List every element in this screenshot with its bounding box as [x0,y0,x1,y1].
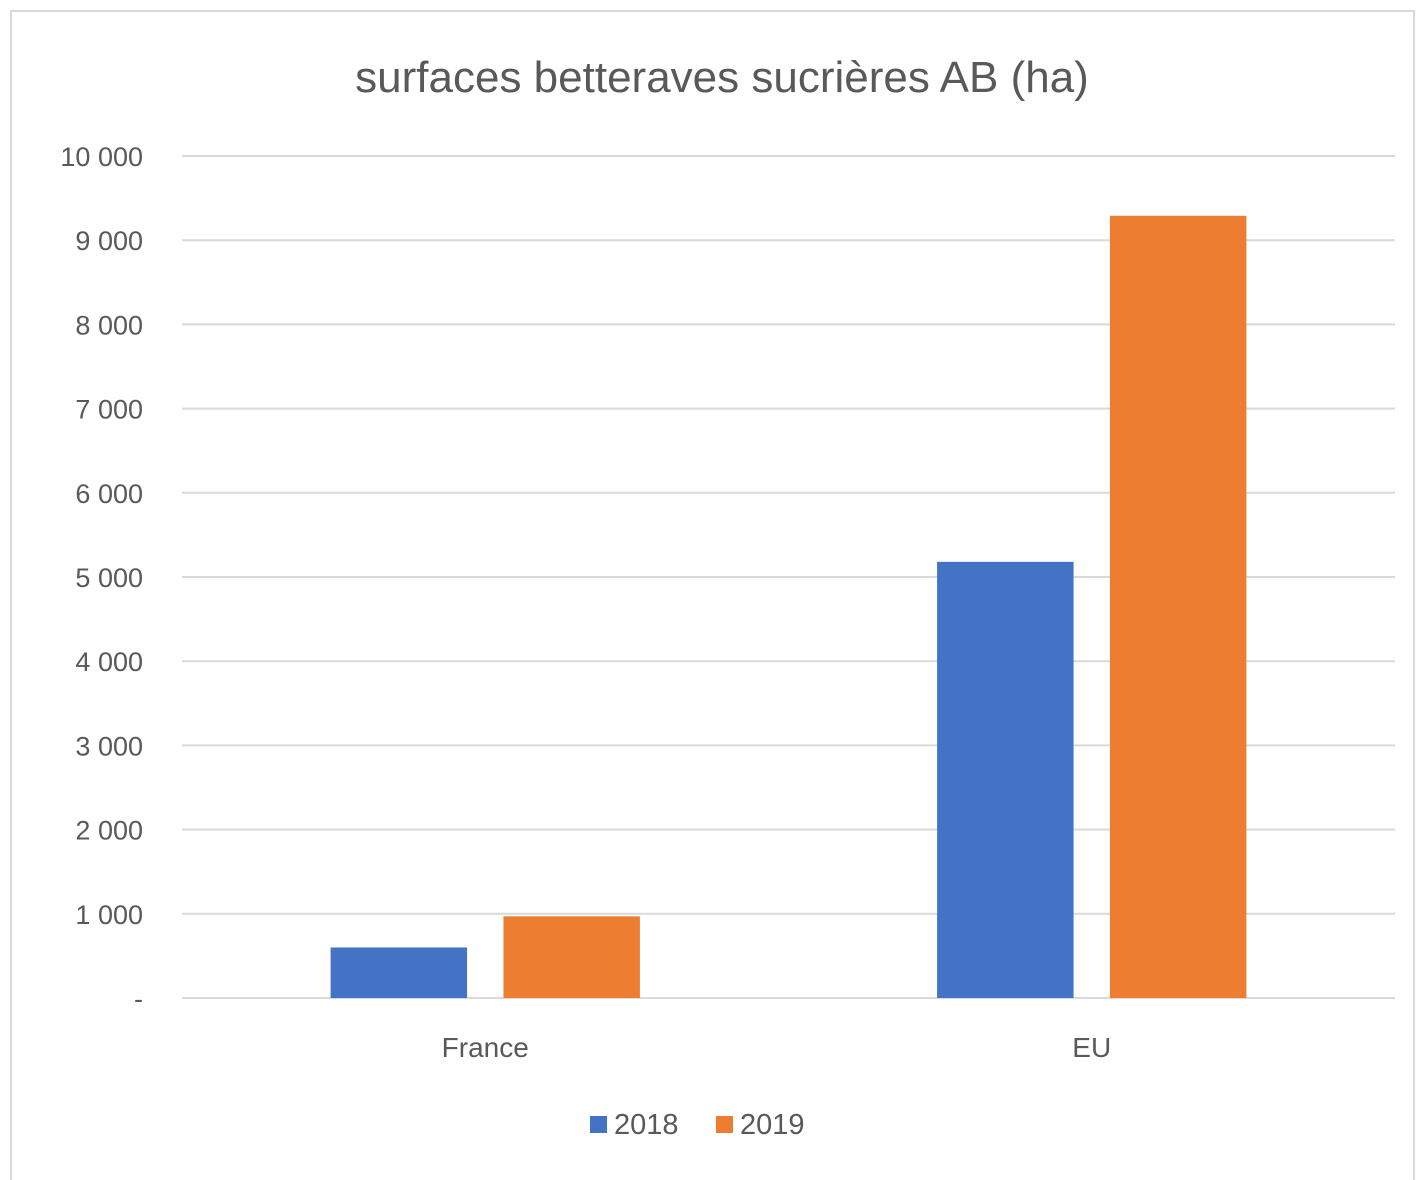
y-tick-label: 10 000 [60,142,143,172]
y-tick-label: 2 000 [75,816,143,846]
y-tick-label: 1 000 [75,900,143,930]
bar-eu-2018 [937,561,1074,998]
y-tick-label: 6 000 [75,479,143,509]
bar-france-2018 [330,947,468,998]
x-category-label: France [442,1032,529,1063]
legend-label: 2019 [740,1109,805,1141]
y-tick-label: 7 000 [75,395,143,425]
y-tick-label: 4 000 [75,647,143,677]
y-tick-label: 8 000 [75,310,143,340]
y-tick-label: 5 000 [75,563,143,593]
y-axis-tick-labels: - 1 000 2 000 3 000 4 000 5 000 6 000 7 000 8 00… [60,142,143,1014]
x-category-label: EU [1072,1032,1111,1063]
x-axis-category-labels: France EU [442,1032,1112,1063]
bar-eu-2019 [1109,215,1247,999]
bar-france-2019 [503,916,640,998]
y-tick-label: - [134,984,143,1014]
y-tick-label: 3 000 [75,731,143,761]
legend-swatch-2019 [716,1116,733,1133]
legend: 2018 2019 [590,1109,805,1141]
legend-label: 2018 [614,1109,679,1141]
bars [330,215,1247,999]
y-tick-label: 9 000 [75,226,143,256]
chart-title: surfaces betteraves sucrières AB (ha) [355,53,1089,102]
legend-swatch-2018 [590,1116,607,1133]
